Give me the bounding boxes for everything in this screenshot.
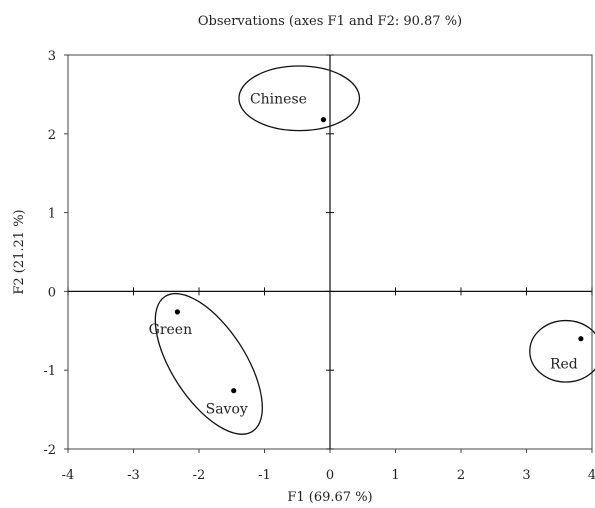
x-tick-label: 0 [326, 468, 334, 483]
point-chinese [320, 117, 327, 123]
point-label-savoy: Savoy [206, 402, 248, 418]
y-tick-labels: -2 -1 0 1 2 3 [43, 49, 56, 458]
point-label-red: Red [550, 357, 578, 373]
x-tick-label: -4 [62, 468, 75, 483]
y-tick-label: -1 [43, 364, 56, 379]
group-ellipse-red [529, 319, 595, 383]
point-green [174, 309, 180, 315]
y-tick-label: -2 [43, 443, 56, 458]
y-tick-label: 0 [48, 285, 56, 300]
x-tick-label: -2 [193, 468, 206, 483]
x-tick-label: 2 [457, 468, 465, 483]
chart-title: Observations (axes F1 and F2: 90.87 %) [198, 14, 462, 29]
axes-layer [64, 54, 593, 453]
x-tick-label: -3 [127, 468, 140, 483]
point-labels: Chinese Green Savoy Red [149, 92, 578, 418]
y-tick-label: 2 [48, 128, 56, 143]
x-tick-label: 1 [391, 468, 399, 483]
x-tick-labels: -4 -3 -2 -1 0 1 2 3 4 [62, 468, 595, 483]
group-ellipses [154, 65, 595, 435]
x-tick-label: 4 [588, 468, 595, 483]
group-ellipse-green-savoy [154, 292, 263, 435]
point-label-green: Green [149, 322, 192, 338]
group-ellipse-chinese [238, 65, 361, 132]
x-axis-title: F1 (69.67 %) [287, 490, 372, 505]
data-points [174, 117, 584, 394]
y-axis-title: F2 (21.21 %) [12, 209, 27, 294]
point-label-chinese: Chinese [250, 92, 307, 108]
x-tick-label: -1 [258, 468, 271, 483]
point-savoy [231, 388, 237, 394]
point-red [578, 336, 584, 342]
y-tick-label: 1 [48, 207, 56, 222]
x-tick-label: 3 [522, 468, 530, 483]
y-tick-label: 3 [48, 49, 56, 64]
